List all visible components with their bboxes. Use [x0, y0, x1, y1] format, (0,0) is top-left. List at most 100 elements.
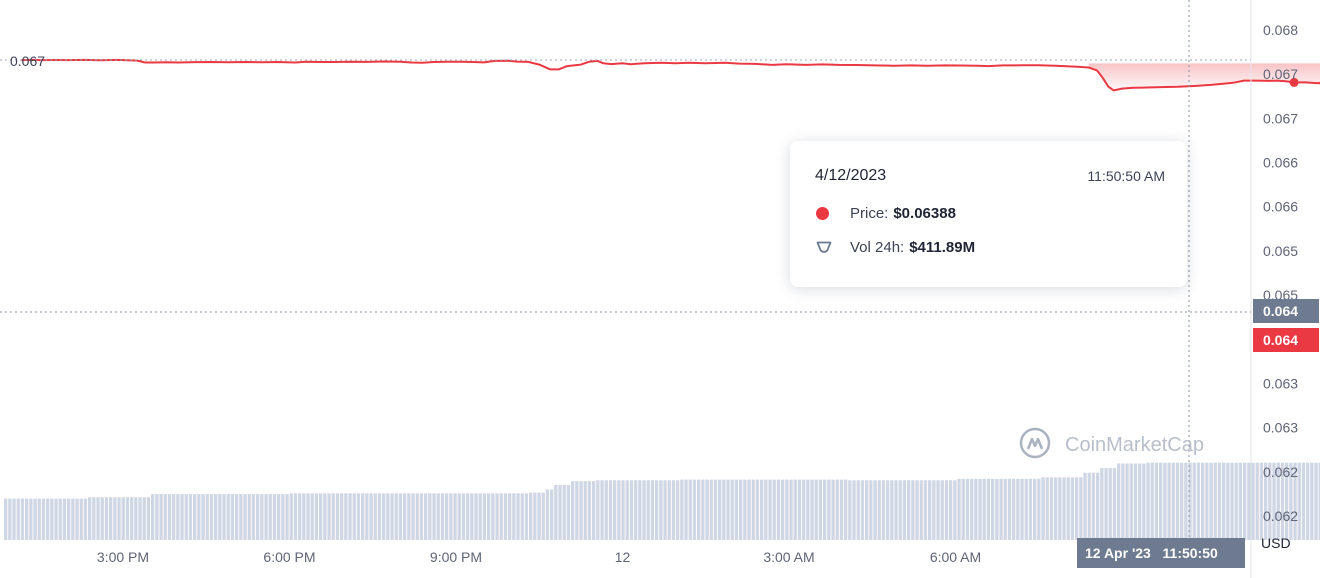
volume-bar	[272, 494, 277, 540]
volume-bar	[625, 480, 629, 540]
volume-bar	[629, 480, 634, 540]
volume-bar	[100, 497, 104, 540]
volume-bar	[944, 480, 949, 540]
volume-bar	[1238, 462, 1243, 540]
volume-bars	[4, 462, 1320, 540]
price-area-fill	[1088, 63, 1320, 91]
volume-bar	[1255, 462, 1259, 540]
volume-bar	[1024, 478, 1028, 540]
volume-bar	[79, 498, 83, 540]
volume-bar	[835, 479, 839, 540]
volume-bar	[251, 494, 256, 540]
crosshair-time-text: 12 Apr '23 11:50:50	[1085, 545, 1218, 561]
volume-bar	[642, 480, 646, 540]
volume-bar	[562, 484, 566, 540]
volume-bar	[1196, 462, 1201, 540]
volume-bar	[970, 478, 974, 540]
volume-bar	[785, 479, 789, 540]
volume-bar	[1213, 462, 1217, 540]
volume-bar	[823, 479, 827, 540]
volume-bar	[415, 493, 419, 540]
volume-bar	[688, 479, 692, 540]
volume-bar	[655, 480, 659, 540]
volume-bar	[1121, 463, 1125, 540]
volume-bar	[138, 497, 142, 540]
volume-bar	[638, 480, 642, 540]
volume-bar	[50, 498, 54, 540]
watermark-text: CoinMarketCap	[1065, 434, 1204, 456]
volume-bar	[155, 494, 159, 540]
volume-bar	[163, 494, 167, 540]
volume-bar	[1007, 478, 1012, 540]
volume-bar	[20, 498, 25, 540]
volume-bar	[310, 493, 314, 540]
volume-bar	[466, 493, 470, 540]
volume-bar	[810, 479, 814, 540]
volume-bar	[335, 493, 340, 540]
volume-bar	[873, 480, 877, 540]
volume-bar	[247, 494, 251, 540]
volume-bar	[193, 494, 197, 540]
volume-bar	[390, 493, 394, 540]
volume-bar	[104, 497, 109, 540]
volume-bar	[726, 479, 730, 540]
volume-bar	[71, 498, 75, 540]
volume-bar	[1318, 462, 1320, 540]
y-tick-label: 0.063	[1263, 420, 1298, 436]
volume-bar	[860, 480, 865, 540]
volume-bar	[1087, 472, 1091, 540]
volume-bar	[268, 494, 272, 540]
volume-bar	[508, 493, 512, 540]
volume-bar	[533, 492, 537, 540]
volume-bar	[545, 489, 550, 540]
volume-bar	[1217, 462, 1222, 540]
volume-bar	[88, 497, 92, 540]
volume-bar	[1016, 478, 1020, 540]
y-axis-ticks: 0.0680.0670.0670.0660.0660.0650.0650.064…	[1263, 22, 1298, 524]
volume-bar	[814, 479, 818, 540]
volume-bar	[382, 493, 386, 540]
volume-bar	[684, 479, 688, 540]
volume-bar	[932, 480, 936, 540]
volume-bar	[919, 480, 923, 540]
volume-bar	[650, 480, 655, 540]
volume-bar	[411, 493, 415, 540]
volume-bar	[1070, 477, 1075, 540]
volume-bar	[243, 494, 247, 540]
volume-bar	[793, 479, 797, 540]
volume-bar	[928, 480, 932, 540]
volume-bar	[587, 481, 592, 540]
volume-bar	[184, 494, 188, 540]
volume-bar	[424, 493, 428, 540]
volume-bar	[264, 494, 268, 540]
y-tick-label: 0.062	[1263, 464, 1298, 480]
x-tick-label: 3:00 AM	[763, 549, 814, 565]
volume-bar	[709, 479, 713, 540]
volume-bar	[1020, 478, 1024, 540]
volume-bar	[180, 494, 184, 540]
volume-bar	[92, 497, 96, 540]
volume-bar	[1054, 477, 1058, 540]
volume-bar	[894, 480, 898, 540]
volume-bar	[898, 480, 902, 540]
volume-bar	[751, 479, 755, 540]
volume-bar	[289, 493, 293, 540]
volume-bar	[999, 478, 1003, 540]
volume-bar	[327, 493, 331, 540]
volume-bar	[495, 493, 499, 540]
volume-bar	[1201, 462, 1205, 540]
volume-bar	[722, 479, 726, 540]
volume-bar	[671, 480, 676, 540]
crosshair-time-badge: 12 Apr '23 11:50:50	[1077, 538, 1245, 568]
volume-bar	[1310, 462, 1314, 540]
volume-bar	[159, 494, 163, 540]
volume-bar	[856, 480, 860, 540]
volume-bar	[524, 493, 529, 540]
tooltip-date: 4/12/2023	[815, 167, 887, 184]
volume-bar	[369, 493, 373, 540]
volume-bar	[1012, 478, 1016, 540]
volume-bar	[818, 479, 823, 540]
volume-bar	[957, 478, 961, 540]
volume-bar	[167, 494, 172, 540]
